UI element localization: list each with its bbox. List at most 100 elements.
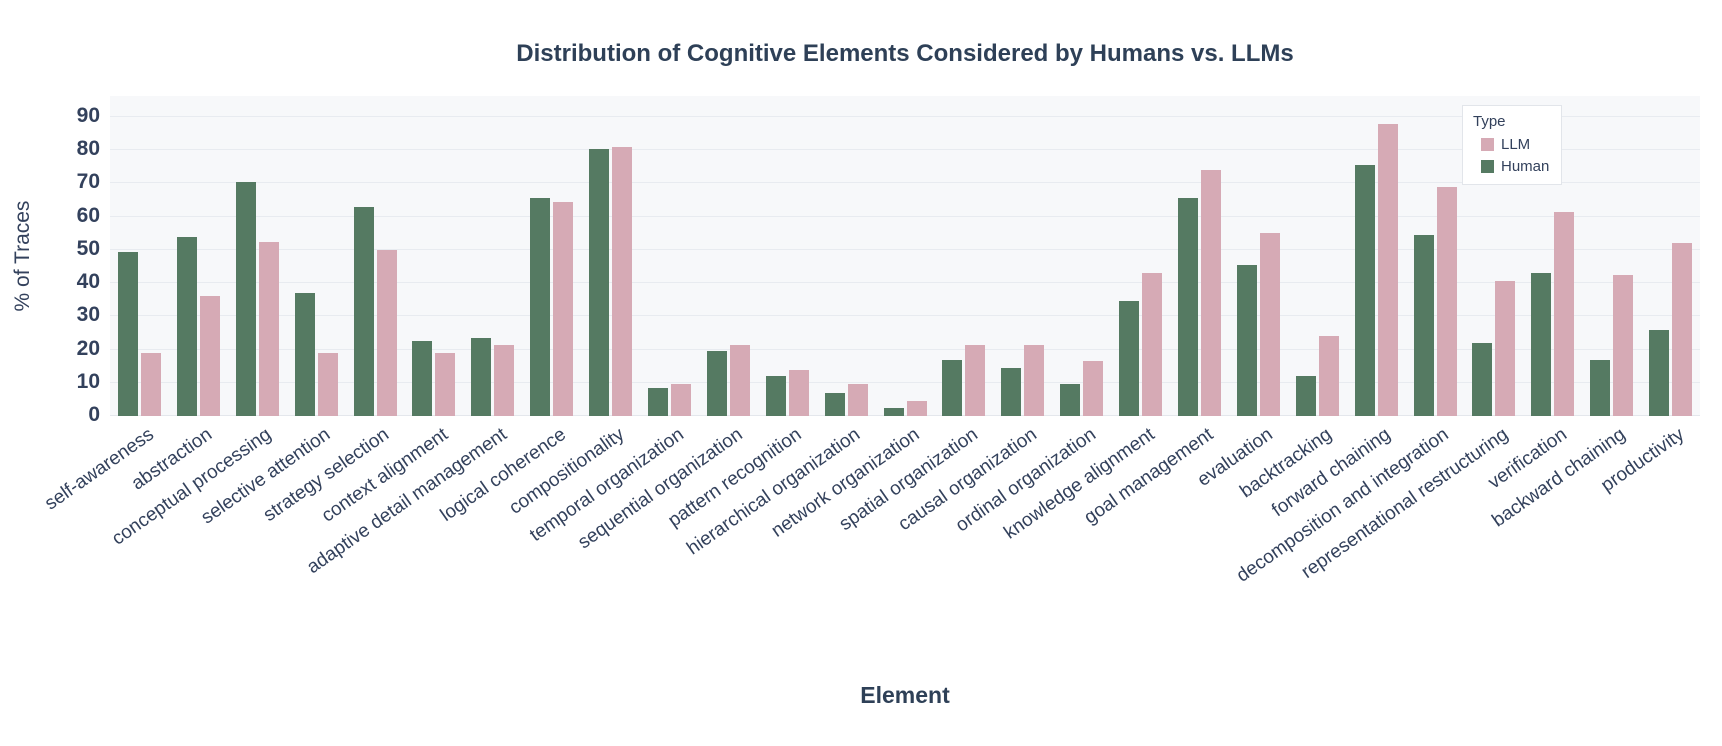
bar-group [1060, 361, 1104, 416]
human-bar [1531, 273, 1552, 416]
llm-bar [1024, 344, 1045, 416]
llm-bar [1554, 211, 1575, 416]
bar-group [765, 369, 809, 416]
legend: Type LLM Human [1462, 105, 1563, 185]
bar-group [353, 206, 397, 416]
bar-group [117, 251, 161, 416]
human-bar [824, 392, 845, 416]
llm-bar [494, 344, 515, 416]
gridline [110, 215, 1700, 217]
llm-bar [435, 352, 456, 416]
human-bar [1177, 198, 1198, 416]
bar-group [1177, 170, 1221, 416]
human-bar [1413, 234, 1434, 416]
llm-bar [376, 249, 397, 416]
human-bar [235, 181, 256, 416]
plot-area: Type LLM Human [110, 96, 1700, 416]
llm-bar [1377, 123, 1398, 416]
human-bar [412, 341, 433, 416]
y-tick-label: 40 [76, 270, 100, 294]
bar-group [1472, 281, 1516, 416]
llm-bar [258, 241, 279, 416]
human-bar [294, 293, 315, 416]
bar-group [1119, 273, 1163, 416]
bar-group [294, 293, 338, 416]
bar-group [1590, 274, 1634, 416]
legend-item-llm[interactable]: LLM [1481, 136, 1549, 153]
human-bar [1295, 376, 1316, 416]
bar-group [1295, 336, 1339, 416]
bar-group [706, 344, 750, 416]
x-axis-line [110, 415, 1700, 416]
llm-bar [199, 296, 220, 416]
gridline [110, 248, 1700, 250]
llm-bar [847, 384, 868, 416]
human-bar [1236, 264, 1257, 416]
legend-title: Type [1473, 113, 1506, 130]
bar-group [176, 236, 220, 416]
llm-bar [1083, 361, 1104, 416]
gridline [110, 182, 1700, 184]
llm-bar [670, 384, 691, 416]
human-swatch-icon [1481, 160, 1494, 173]
y-tick-label: 80 [76, 137, 100, 161]
human-bar [1649, 329, 1670, 416]
llm-bar [317, 352, 338, 416]
llm-bar [140, 352, 161, 416]
human-bar [1001, 367, 1022, 416]
bar-group [1236, 233, 1280, 416]
human-bar [1060, 384, 1081, 416]
human-bar [1472, 342, 1493, 416]
y-tick-label: 70 [76, 170, 100, 194]
x-axis-title: Element [860, 682, 950, 708]
human-bar [647, 387, 668, 416]
human-bar [176, 236, 197, 416]
bar-group [1531, 211, 1575, 416]
y-tick-label: 60 [76, 203, 100, 227]
gridline [110, 315, 1700, 317]
bar-group [942, 344, 986, 416]
human-bar [117, 251, 138, 416]
y-tick-label: 50 [76, 236, 100, 260]
legend-item-human[interactable]: Human [1481, 158, 1549, 175]
bar-group [530, 198, 574, 416]
y-tick-label: 10 [76, 369, 100, 393]
gridline [110, 149, 1700, 151]
llm-bar [1436, 186, 1457, 416]
human-bar [1119, 301, 1140, 416]
llm-bar [553, 201, 574, 416]
human-bar [589, 148, 610, 416]
gridline [110, 282, 1700, 284]
human-bar [353, 206, 374, 416]
human-bar [530, 198, 551, 416]
human-bar [1354, 165, 1375, 416]
gridline [110, 348, 1700, 350]
gridline [110, 381, 1700, 383]
bar-group [1001, 344, 1045, 416]
bar-group [1413, 186, 1457, 416]
bar-group [647, 384, 691, 416]
human-bar [1590, 359, 1611, 416]
legend-item-label: Human [1501, 158, 1550, 175]
llm-bar [906, 401, 927, 416]
chart-title: Distribution of Cognitive Elements Consi… [516, 40, 1294, 67]
llm-bar [1142, 273, 1163, 416]
bar-group [824, 384, 868, 416]
bar-group [589, 146, 633, 416]
bar-group [471, 337, 515, 416]
llm-bar [1318, 336, 1339, 416]
gridline [110, 116, 1700, 117]
human-bar [471, 337, 492, 416]
llm-bar [1672, 243, 1693, 416]
bar-group [883, 401, 927, 416]
y-tick-label: 90 [76, 104, 100, 127]
y-tick-label: 20 [76, 336, 100, 360]
llm-bar [1200, 170, 1221, 416]
human-bar [942, 359, 963, 416]
legend-item-label: LLM [1501, 136, 1531, 153]
llm-bar [788, 369, 809, 416]
bar-group [412, 341, 456, 416]
human-bar [765, 376, 786, 416]
llm-swatch-icon [1481, 138, 1494, 151]
